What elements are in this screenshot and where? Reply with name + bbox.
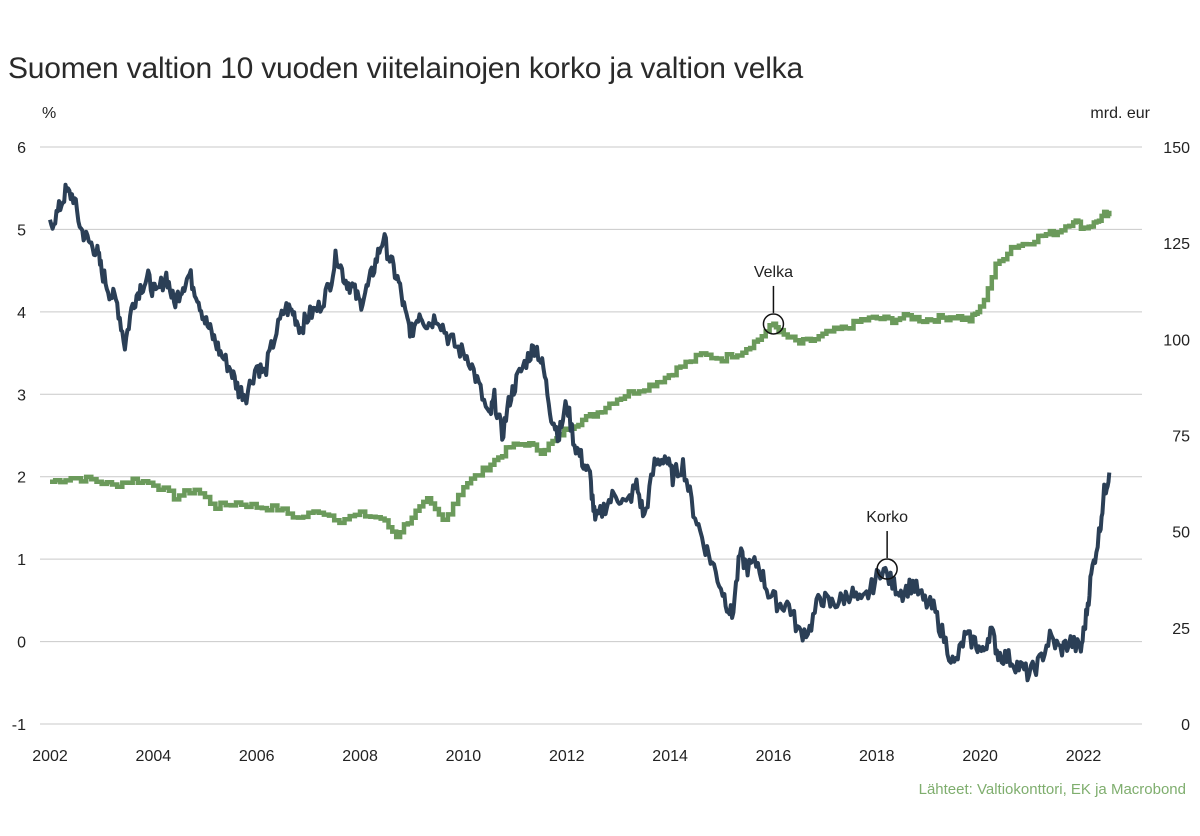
right-tick-label: 0 [1181,717,1190,734]
right-axis-ticks: 0 25 50 75 100 125 150 [1163,140,1190,734]
series-lines [48,182,1112,683]
right-tick-label: 125 [1163,236,1190,253]
right-axis-unit: mrd. eur [1090,105,1150,122]
x-tick-label: 2010 [446,748,482,765]
annotation-velka-marker [762,313,785,335]
left-axis-unit: % [42,105,57,122]
left-tick-label: 3 [17,387,26,404]
x-tick-label: 2018 [859,748,895,765]
x-tick-label: 2004 [136,748,172,765]
left-tick-label: 0 [17,635,26,652]
left-axis-ticks: -1 0 1 2 3 4 5 6 [12,140,26,734]
x-tick-label: 2002 [32,748,68,765]
annotations: Velka Korko [754,264,908,580]
left-tick-label: 1 [17,552,26,569]
right-tick-label: 100 [1163,332,1190,349]
x-tick-label: 2016 [756,748,792,765]
left-tick-label: -1 [12,717,26,734]
annotation-velka-label: Velka [754,264,793,281]
right-tick-label: 150 [1163,140,1190,157]
annotation-korko-label: Korko [866,509,908,526]
left-tick-label: 4 [17,305,26,322]
x-axis-ticks: 2002 2004 2006 2008 2010 2012 2014 2016 2018 2020… [32,748,1101,765]
annotation-korko-marker [876,558,898,580]
left-tick-label: 6 [17,140,26,157]
source-note: Lähteet: Valtiokonttori, EK ja Macrobond [918,781,1186,798]
right-tick-label: 50 [1172,525,1190,542]
x-tick-label: 2012 [549,748,585,765]
series-velka-line [50,209,1112,540]
left-tick-label: 5 [17,222,26,239]
right-tick-label: 75 [1172,429,1190,446]
chart-title: Suomen valtion 10 vuoden viitelainojen k… [8,52,803,85]
left-tick-label: 2 [17,470,26,487]
x-tick-label: 2006 [239,748,275,765]
x-tick-label: 2020 [962,748,998,765]
right-tick-label: 25 [1172,621,1190,638]
series-korko-line [48,182,1112,683]
x-tick-label: 2022 [1066,748,1102,765]
x-tick-label: 2014 [652,748,688,765]
x-tick-label: 2008 [342,748,378,765]
